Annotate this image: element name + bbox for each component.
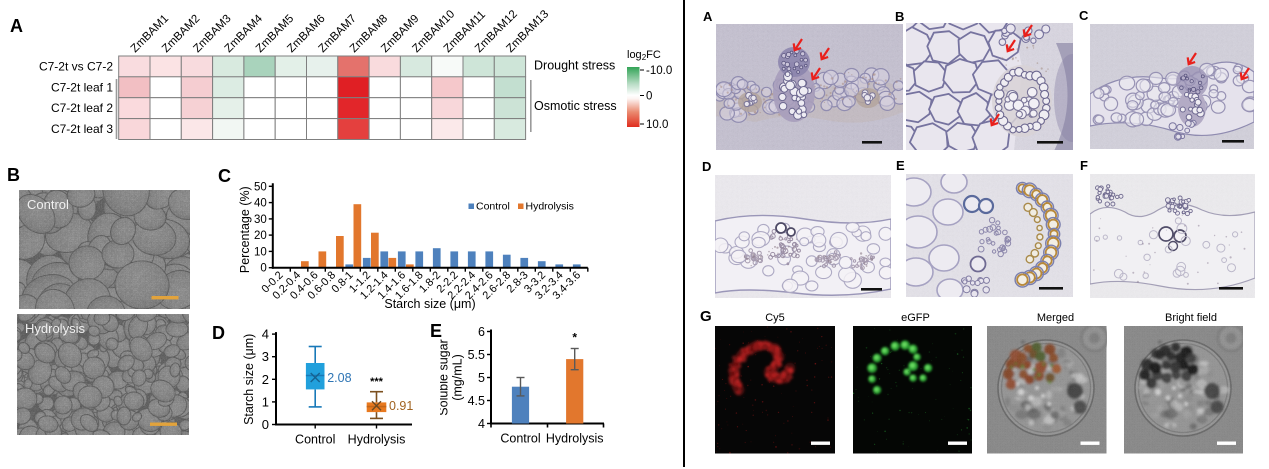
svg-text:5.5: 5.5 — [468, 348, 485, 362]
svg-text:log2FC: log2FC — [627, 49, 661, 62]
svg-text:Hydrolysis: Hydrolysis — [348, 433, 406, 447]
svg-text:3: 3 — [262, 349, 269, 364]
svg-text:4: 4 — [262, 327, 269, 342]
svg-text:Starch size (μm): Starch size (μm) — [242, 334, 256, 425]
svg-text:***: *** — [370, 376, 384, 388]
svg-text:2: 2 — [262, 372, 269, 387]
svg-text:0: 0 — [646, 91, 652, 103]
svg-text:Control: Control — [27, 197, 69, 212]
svg-text:Control: Control — [500, 432, 540, 446]
svg-text:30: 30 — [254, 214, 267, 226]
svg-text:0: 0 — [262, 417, 269, 432]
svg-text:C7-2t leaf 1: C7-2t leaf 1 — [51, 80, 113, 94]
svg-text:50: 50 — [254, 181, 267, 193]
svg-text:6: 6 — [478, 325, 485, 339]
svg-text:0: 0 — [260, 263, 266, 275]
svg-text:Control: Control — [295, 433, 335, 447]
svg-text:C7-2t leaf 2: C7-2t leaf 2 — [51, 101, 113, 115]
svg-text:20: 20 — [254, 230, 267, 242]
svg-text:Soluble sugar: Soluble sugar — [440, 339, 451, 415]
svg-text:10.0: 10.0 — [646, 119, 668, 131]
svg-text:4: 4 — [478, 417, 485, 431]
svg-text:Hydrolysis: Hydrolysis — [526, 201, 574, 213]
svg-text:Control: Control — [476, 201, 510, 213]
svg-text:Hydrolysis: Hydrolysis — [25, 321, 85, 336]
svg-text:2.08: 2.08 — [327, 371, 351, 385]
svg-text:Percentage (%): Percentage (%) — [238, 186, 252, 273]
svg-text:(mg/mL): (mg/mL) — [451, 354, 465, 401]
svg-text:5: 5 — [478, 371, 485, 385]
svg-text:Drought stress: Drought stress — [534, 59, 615, 73]
svg-text:1: 1 — [262, 394, 269, 409]
svg-text:Osmotic stress: Osmotic stress — [534, 99, 617, 113]
svg-text:10: 10 — [254, 246, 267, 258]
svg-text:4.5: 4.5 — [468, 394, 485, 408]
svg-text:Hydrolysis: Hydrolysis — [546, 432, 604, 446]
svg-text:-10.0: -10.0 — [646, 65, 672, 77]
svg-text:*: * — [572, 331, 577, 345]
svg-text:0.91: 0.91 — [389, 399, 413, 413]
svg-text:C7-2t leaf 3: C7-2t leaf 3 — [51, 122, 113, 136]
svg-text:40: 40 — [254, 198, 267, 210]
svg-text:Starch size (μm): Starch size (μm) — [384, 297, 475, 311]
svg-text:C7-2t vs C7-2: C7-2t vs C7-2 — [39, 59, 113, 73]
